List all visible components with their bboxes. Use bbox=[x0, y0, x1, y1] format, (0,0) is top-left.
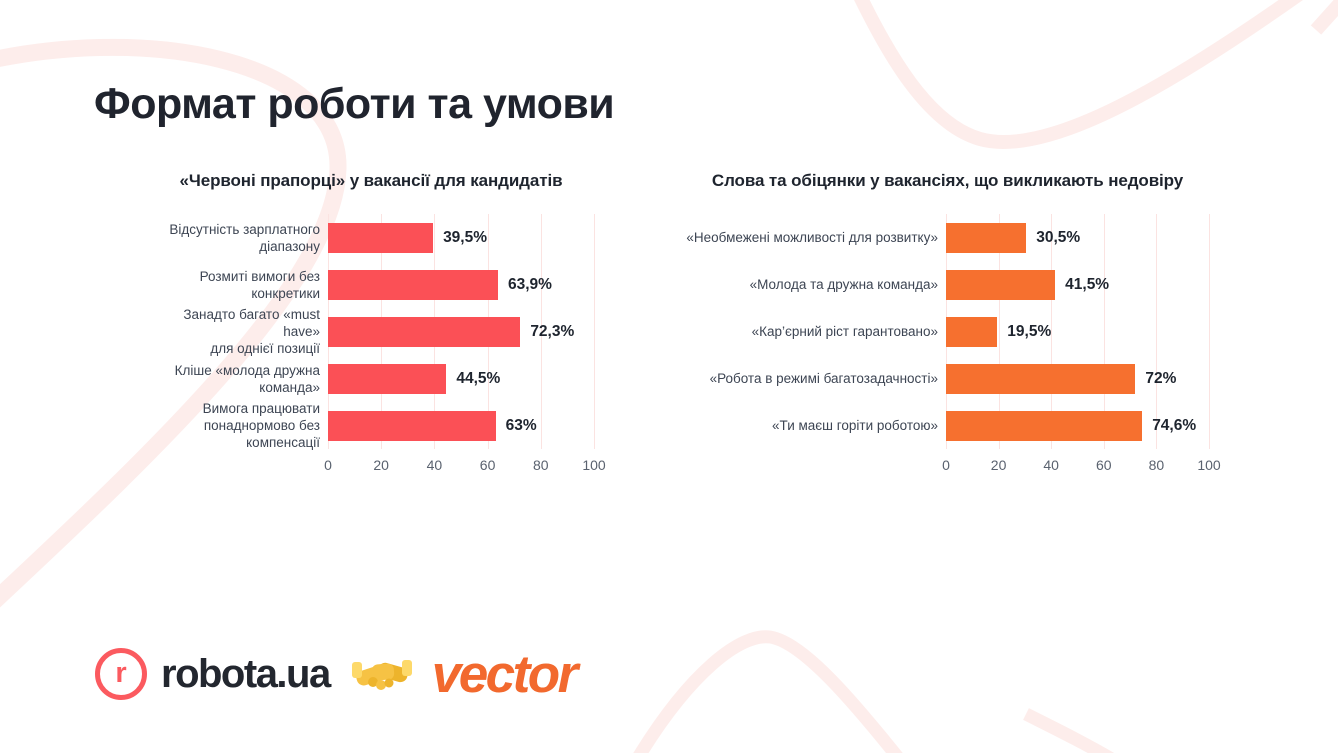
category-labels-column: Відсутність зарплатного діапазону Розмиті … bbox=[148, 214, 320, 479]
axis-tick-label: 20 bbox=[990, 457, 1007, 473]
value-label: 63% bbox=[505, 416, 537, 434]
bar-row: 63% bbox=[328, 402, 594, 449]
chart-distrust-words-title: Слова та обіцянки у вакансіях, що виклик… bbox=[711, 171, 1184, 190]
axis-tick-label: 0 bbox=[324, 457, 332, 473]
robota-ua-logo-text: robota.ua bbox=[161, 651, 331, 696]
gridline bbox=[594, 214, 595, 449]
category-label: Кліше «молода дружна команда» bbox=[174, 362, 320, 395]
robota-logo-letter: r bbox=[115, 656, 127, 689]
category-label: «Необмежені можливості для розвитку» bbox=[686, 230, 938, 245]
bar bbox=[946, 363, 1136, 394]
bar bbox=[328, 316, 521, 347]
gridline bbox=[1209, 214, 1210, 449]
bar-row: 39,5% bbox=[328, 214, 594, 261]
bar bbox=[946, 269, 1056, 300]
bar bbox=[328, 222, 434, 253]
value-label: 74,6% bbox=[1152, 416, 1197, 434]
chart-red-flags-title: «Червоні прапорці» у вакансії для кандид… bbox=[179, 171, 563, 190]
gridline bbox=[1103, 214, 1105, 449]
value-label: 30,5% bbox=[1036, 228, 1081, 246]
value-label: 72,3% bbox=[530, 322, 575, 340]
bar-row: 74,6% bbox=[946, 402, 1209, 449]
bar-row: 30,5% bbox=[946, 214, 1209, 261]
category-label: Занадто багато «must have» для однієї поз… bbox=[183, 307, 320, 356]
category-label: «Молода та дружна команда» bbox=[749, 277, 938, 292]
bar-row: 44,5% bbox=[328, 355, 594, 402]
footer-logos: r robota.ua vector bbox=[95, 644, 579, 704]
bar bbox=[946, 410, 1143, 441]
axis-tick-label: 80 bbox=[1148, 457, 1165, 473]
axis-tick-label: 80 bbox=[533, 457, 549, 473]
chart-distrust-words: Слова та обіцянки у вакансіях, що виклик… bbox=[686, 170, 1221, 479]
category-label: Відсутність зарплатного діапазону bbox=[169, 221, 320, 254]
bar-row: 72,3% bbox=[328, 308, 594, 355]
handshake-icon bbox=[351, 660, 412, 690]
chart-red-flags-body: Відсутність зарплатного діапазону Розмиті … bbox=[148, 214, 606, 479]
bar bbox=[328, 269, 498, 300]
axis-tick-label: 40 bbox=[1043, 457, 1059, 473]
bar bbox=[328, 363, 447, 394]
bar-rows: 39,5% 63,9% 72,3% 44,5% 63% bbox=[328, 214, 594, 449]
bar bbox=[946, 222, 1027, 253]
axis-tick-label: 100 bbox=[1197, 457, 1221, 473]
axis-tick-label: 40 bbox=[426, 457, 443, 473]
value-label: 41,5% bbox=[1065, 275, 1110, 293]
plot-area: 30,5% 41,5% 19,5% 72% 74,6% 0 20 40 60 80 100 bbox=[942, 214, 1221, 479]
axis-tick-label: 60 bbox=[1096, 457, 1112, 473]
category-label: «Робота в режимі багатозадачності» bbox=[709, 371, 938, 386]
gridline bbox=[1156, 214, 1158, 449]
x-axis-ticks: 0 20 40 60 80 100 bbox=[324, 457, 606, 479]
value-label: 19,5% bbox=[1007, 322, 1052, 340]
category-label: Розмиті вимоги без конкретики bbox=[199, 268, 320, 301]
bar-row: 41,5% bbox=[946, 261, 1209, 308]
chart-distrust-words-body: «Необмежені можливості для розвитку» «Мол… bbox=[686, 214, 1221, 479]
category-label: Вимога працювати понаднормово без компенс… bbox=[202, 401, 320, 450]
axis-tick-label: 0 bbox=[942, 457, 950, 473]
category-label: «Кар’єрний ріст гарантовано» bbox=[751, 324, 938, 339]
chart-red-flags: «Червоні прапорці» у вакансії для кандид… bbox=[148, 170, 606, 479]
axis-tick-label: 100 bbox=[582, 457, 606, 473]
value-label: 63,9% bbox=[507, 275, 552, 293]
vector-logo-text: vector bbox=[431, 644, 579, 704]
plot-area: 39,5% 63,9% 72,3% 44,5% 63% 0 20 40 60 80 100 bbox=[324, 214, 606, 479]
bar bbox=[946, 316, 998, 347]
gridline bbox=[998, 214, 1000, 449]
robota-ua-logo-icon: r bbox=[95, 648, 147, 700]
value-label: 72% bbox=[1145, 369, 1177, 387]
gridline bbox=[540, 214, 542, 449]
x-axis-ticks: 0 20 40 60 80 100 bbox=[942, 457, 1221, 479]
axis-tick-label: 20 bbox=[373, 457, 389, 473]
category-labels-column: «Необмежені можливості для розвитку» «Мол… bbox=[686, 214, 938, 479]
value-label: 44,5% bbox=[456, 369, 501, 387]
category-label: «Ти маєш горіти роботою» bbox=[772, 418, 938, 433]
gridline bbox=[1051, 214, 1053, 449]
bar-rows: 30,5% 41,5% 19,5% 72% 74,6% bbox=[946, 214, 1209, 449]
bar bbox=[328, 410, 496, 441]
bar-row: 63,9% bbox=[328, 261, 594, 308]
bar-row: 19,5% bbox=[946, 308, 1209, 355]
axis-tick-label: 60 bbox=[479, 457, 496, 473]
value-label: 39,5% bbox=[443, 228, 488, 246]
bar-row: 72% bbox=[946, 355, 1209, 402]
page-title: Формат роботи та умови bbox=[94, 80, 615, 128]
